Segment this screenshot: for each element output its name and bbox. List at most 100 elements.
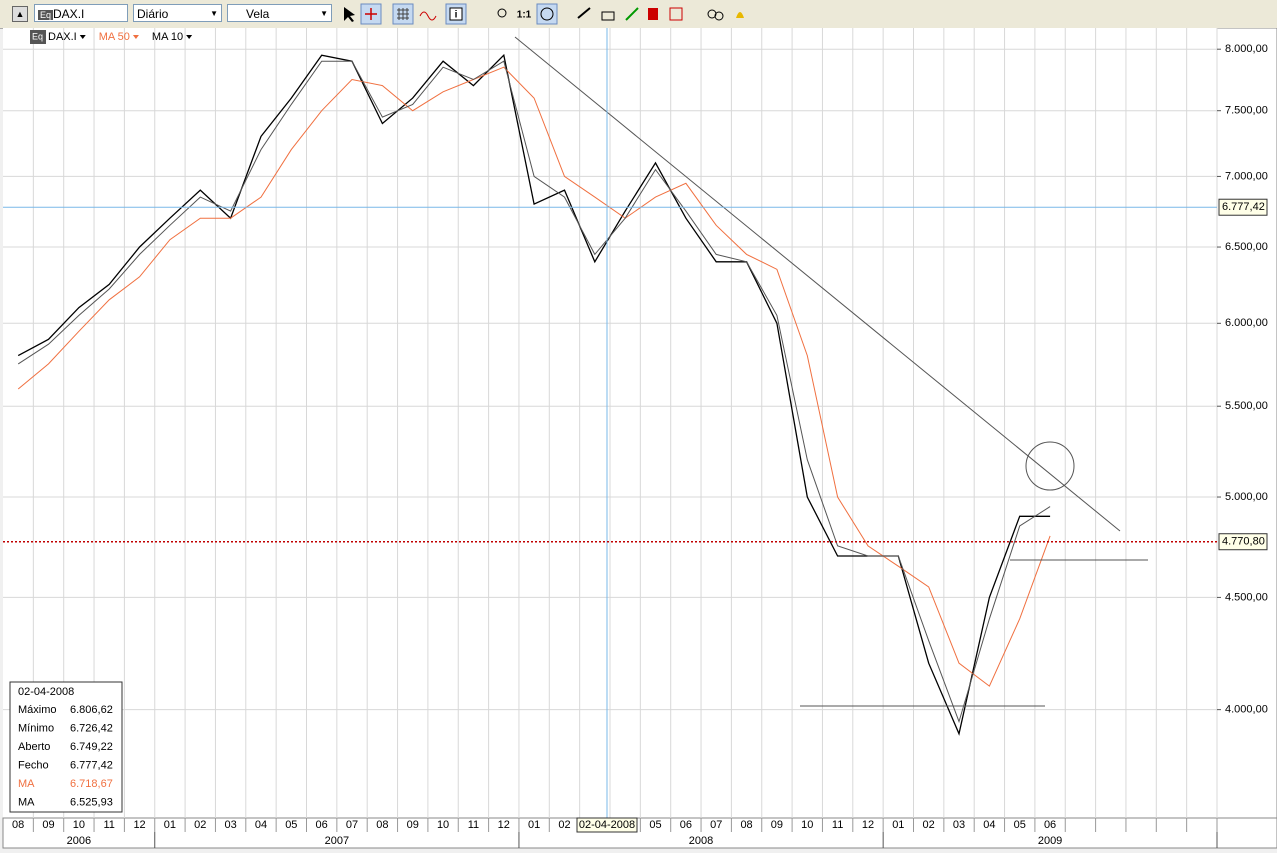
style-text: Vela: [246, 7, 270, 21]
x-tick-label: 05: [1014, 819, 1026, 831]
year-label: 2006: [67, 835, 91, 847]
style-select[interactable]: Vela ▼: [227, 4, 332, 22]
x-tick-label: 06: [316, 819, 328, 831]
x-tick-label: 07: [346, 819, 358, 831]
x-tick-label: 09: [42, 819, 54, 831]
x-tick-label: 01: [528, 819, 540, 831]
series-line: [17, 60, 1051, 724]
x-tick-label: 06: [1044, 819, 1056, 831]
x-tick-label: 01: [892, 819, 904, 831]
collapse-button[interactable]: ▲: [12, 6, 28, 22]
x-tick-label: 12: [498, 819, 510, 831]
x-tick-label: 03: [953, 819, 965, 831]
info-value: 6.777,42: [70, 759, 113, 771]
color-tool[interactable]: [648, 8, 658, 20]
symbol-text: DAX.I: [53, 7, 85, 21]
legend-dropdown: [132, 35, 139, 39]
x-tick-label: 08: [376, 819, 388, 831]
x-tick-label: 05: [649, 819, 661, 831]
pointer-tool[interactable]: [344, 7, 355, 22]
x-tick-label: 11: [468, 819, 479, 831]
period-select[interactable]: Diário ▼: [133, 4, 222, 22]
year-label: 2009: [1038, 835, 1062, 847]
line-tool[interactable]: [625, 7, 639, 21]
y-tick-label: 7.500,00: [1225, 105, 1268, 117]
template-tool[interactable]: [669, 7, 683, 21]
series-line: [17, 66, 1051, 687]
info-value: 6.726,42: [70, 722, 113, 734]
zoom-tool[interactable]: [497, 8, 507, 18]
y-tick-label: 7.000,00: [1225, 170, 1268, 182]
crosshair-date-box: [576, 817, 638, 833]
x-tick-label: 10: [801, 819, 813, 831]
x-tick-label: 08: [12, 819, 24, 831]
year-label: 2007: [325, 835, 349, 847]
x-tick-label: 02: [194, 819, 206, 831]
chart: Eq 02-04-2008 Máximo 6.806,62 Mínimo 6.726,4…: [2, 28, 1277, 849]
y-tick-label: 4.500,00: [1225, 591, 1268, 603]
period-text: Diário: [137, 7, 169, 21]
text-tool[interactable]: [601, 11, 615, 21]
x-tick-label: 09: [407, 819, 419, 831]
x-tick-label: 01: [164, 819, 176, 831]
legend-dropdown: [186, 35, 193, 39]
draw-tool[interactable]: [577, 7, 591, 19]
legend-dropdown: [79, 35, 86, 39]
legend-entry[interactable]: MA 10: [152, 31, 183, 43]
x-tick-label: 04: [983, 819, 995, 831]
svg-text:i: i: [455, 10, 458, 21]
trend-line: [514, 36, 1121, 532]
legend-entry[interactable]: DAX.I: [48, 31, 77, 43]
x-tick-label: 06: [680, 819, 692, 831]
x-tick-label: 03: [225, 819, 237, 831]
x-tick-label: 07: [710, 819, 722, 831]
x-tick-label: 02: [558, 819, 570, 831]
info-value: 6.525,93: [70, 796, 113, 808]
indicator-tool[interactable]: [419, 11, 437, 21]
x-tick-label: 12: [133, 819, 145, 831]
price-marker-box: [1218, 533, 1268, 551]
link-tool[interactable]: [707, 9, 717, 19]
zoom-ratio[interactable]: 1:1: [517, 10, 532, 21]
x-tick-label: 11: [832, 819, 843, 831]
x-tick-label: 05: [285, 819, 297, 831]
y-axis-area: [1216, 28, 1277, 819]
x-tick-label: 12: [862, 819, 874, 831]
x-tick-label: 09: [771, 819, 783, 831]
symbol-input[interactable]: Eq DAX.I: [34, 4, 128, 22]
info-label: Máximo: [18, 704, 57, 716]
x-tick-label: 04: [255, 819, 267, 831]
y-tick-label: 5.500,00: [1225, 400, 1268, 412]
x-tick-label: 10: [437, 819, 449, 831]
toolbar: ▲ Eq DAX.I Diário ▼ Vela ▼ i 1:1: [0, 0, 1277, 29]
info-value: 6.749,22: [70, 741, 113, 753]
legend-entry[interactable]: MA 50: [99, 31, 130, 43]
info-label: Fecho: [18, 759, 49, 771]
price-marker-box: [1218, 198, 1268, 216]
alert-tool[interactable]: [736, 12, 744, 18]
year-label: 2008: [689, 835, 713, 847]
info-label: MA: [18, 778, 35, 790]
price-marker-label: 6.777,42: [1222, 201, 1265, 213]
price-marker-label: 4.770,80: [1222, 536, 1265, 548]
info-date: 02-04-2008: [18, 686, 74, 698]
info-label: Mínimo: [18, 722, 54, 734]
x-tick-label: 08: [740, 819, 752, 831]
info-value: 6.718,67: [70, 778, 113, 790]
info-label: MA: [18, 796, 35, 808]
x-tick-label: 11: [104, 819, 115, 831]
x-tick-label: 02: [923, 819, 935, 831]
x-tick-label: 10: [73, 819, 85, 831]
circle-tool[interactable]: [536, 3, 558, 25]
info-box: 02-04-2008 Máximo 6.806,62 Mínimo 6.726,42 Ab…: [9, 681, 123, 813]
y-tick-label: 6.000,00: [1225, 317, 1268, 329]
y-tick-label: 5.000,00: [1225, 491, 1268, 503]
info-label: Aberto: [18, 741, 50, 753]
toolbar-icons: i 1:1: [344, 3, 744, 25]
legend: Eq: [30, 30, 46, 44]
info-value: 6.806,62: [70, 704, 113, 716]
y-tick-label: 6.500,00: [1225, 241, 1268, 253]
crosshair-date: 02-04-2008: [579, 819, 635, 831]
annotation-circle: [1025, 441, 1075, 491]
